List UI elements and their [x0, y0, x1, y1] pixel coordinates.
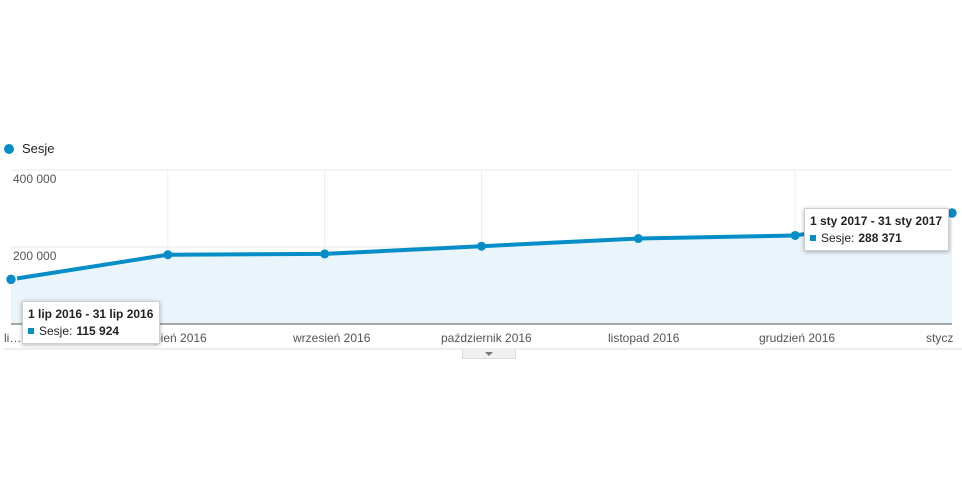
- legend-label: Sesje: [22, 141, 55, 156]
- tooltip-first-point: 1 lip 2016 - 31 lip 2016 Sesje: 115 924: [22, 301, 161, 344]
- data-point[interactable]: [4, 273, 18, 286]
- x-tick-label: stycz: [926, 331, 954, 345]
- data-point[interactable]: [790, 230, 800, 240]
- legend-dot-icon: [4, 143, 14, 154]
- data-point[interactable]: [477, 241, 486, 251]
- chart-legend[interactable]: Sesje: [4, 141, 55, 156]
- tooltip-label: Sesje:: [39, 324, 73, 338]
- y-tick-label: 400 000: [13, 172, 57, 186]
- data-point[interactable]: [163, 250, 173, 260]
- x-tick-label: grudzień 2016: [759, 331, 836, 345]
- tooltip-row: Sesje: 115 924: [28, 324, 153, 338]
- data-point[interactable]: [633, 234, 643, 244]
- x-tick-label: li…: [4, 331, 22, 345]
- series-square-icon: [810, 235, 816, 241]
- expand-chart-toggle[interactable]: [462, 350, 516, 359]
- y-tick-label: 200 000: [13, 249, 57, 263]
- tooltip-title: 1 lip 2016 - 31 lip 2016: [28, 307, 154, 321]
- x-tick-label: październik 2016: [441, 331, 532, 345]
- tooltip-row: Sesje: 288 371: [810, 231, 942, 245]
- series-square-icon: [28, 328, 34, 334]
- tooltip-label: Sesje:: [821, 231, 855, 245]
- x-tick-label: pień 2016: [154, 331, 207, 345]
- x-tick-label: wrzesień 2016: [293, 331, 371, 345]
- chevron-down-icon: [485, 352, 493, 356]
- tooltip-value: 115 924: [76, 324, 120, 338]
- tooltip-title: 1 sty 2017 - 31 sty 2017: [810, 214, 943, 228]
- data-point[interactable]: [320, 249, 330, 259]
- x-tick-label: listopad 2016: [608, 331, 680, 345]
- series-area-fill: [11, 212, 952, 324]
- tooltip-last-point: 1 sty 2017 - 31 sty 2017 Sesje: 288 371: [804, 208, 950, 251]
- tooltip-value: 288 371: [858, 231, 902, 245]
